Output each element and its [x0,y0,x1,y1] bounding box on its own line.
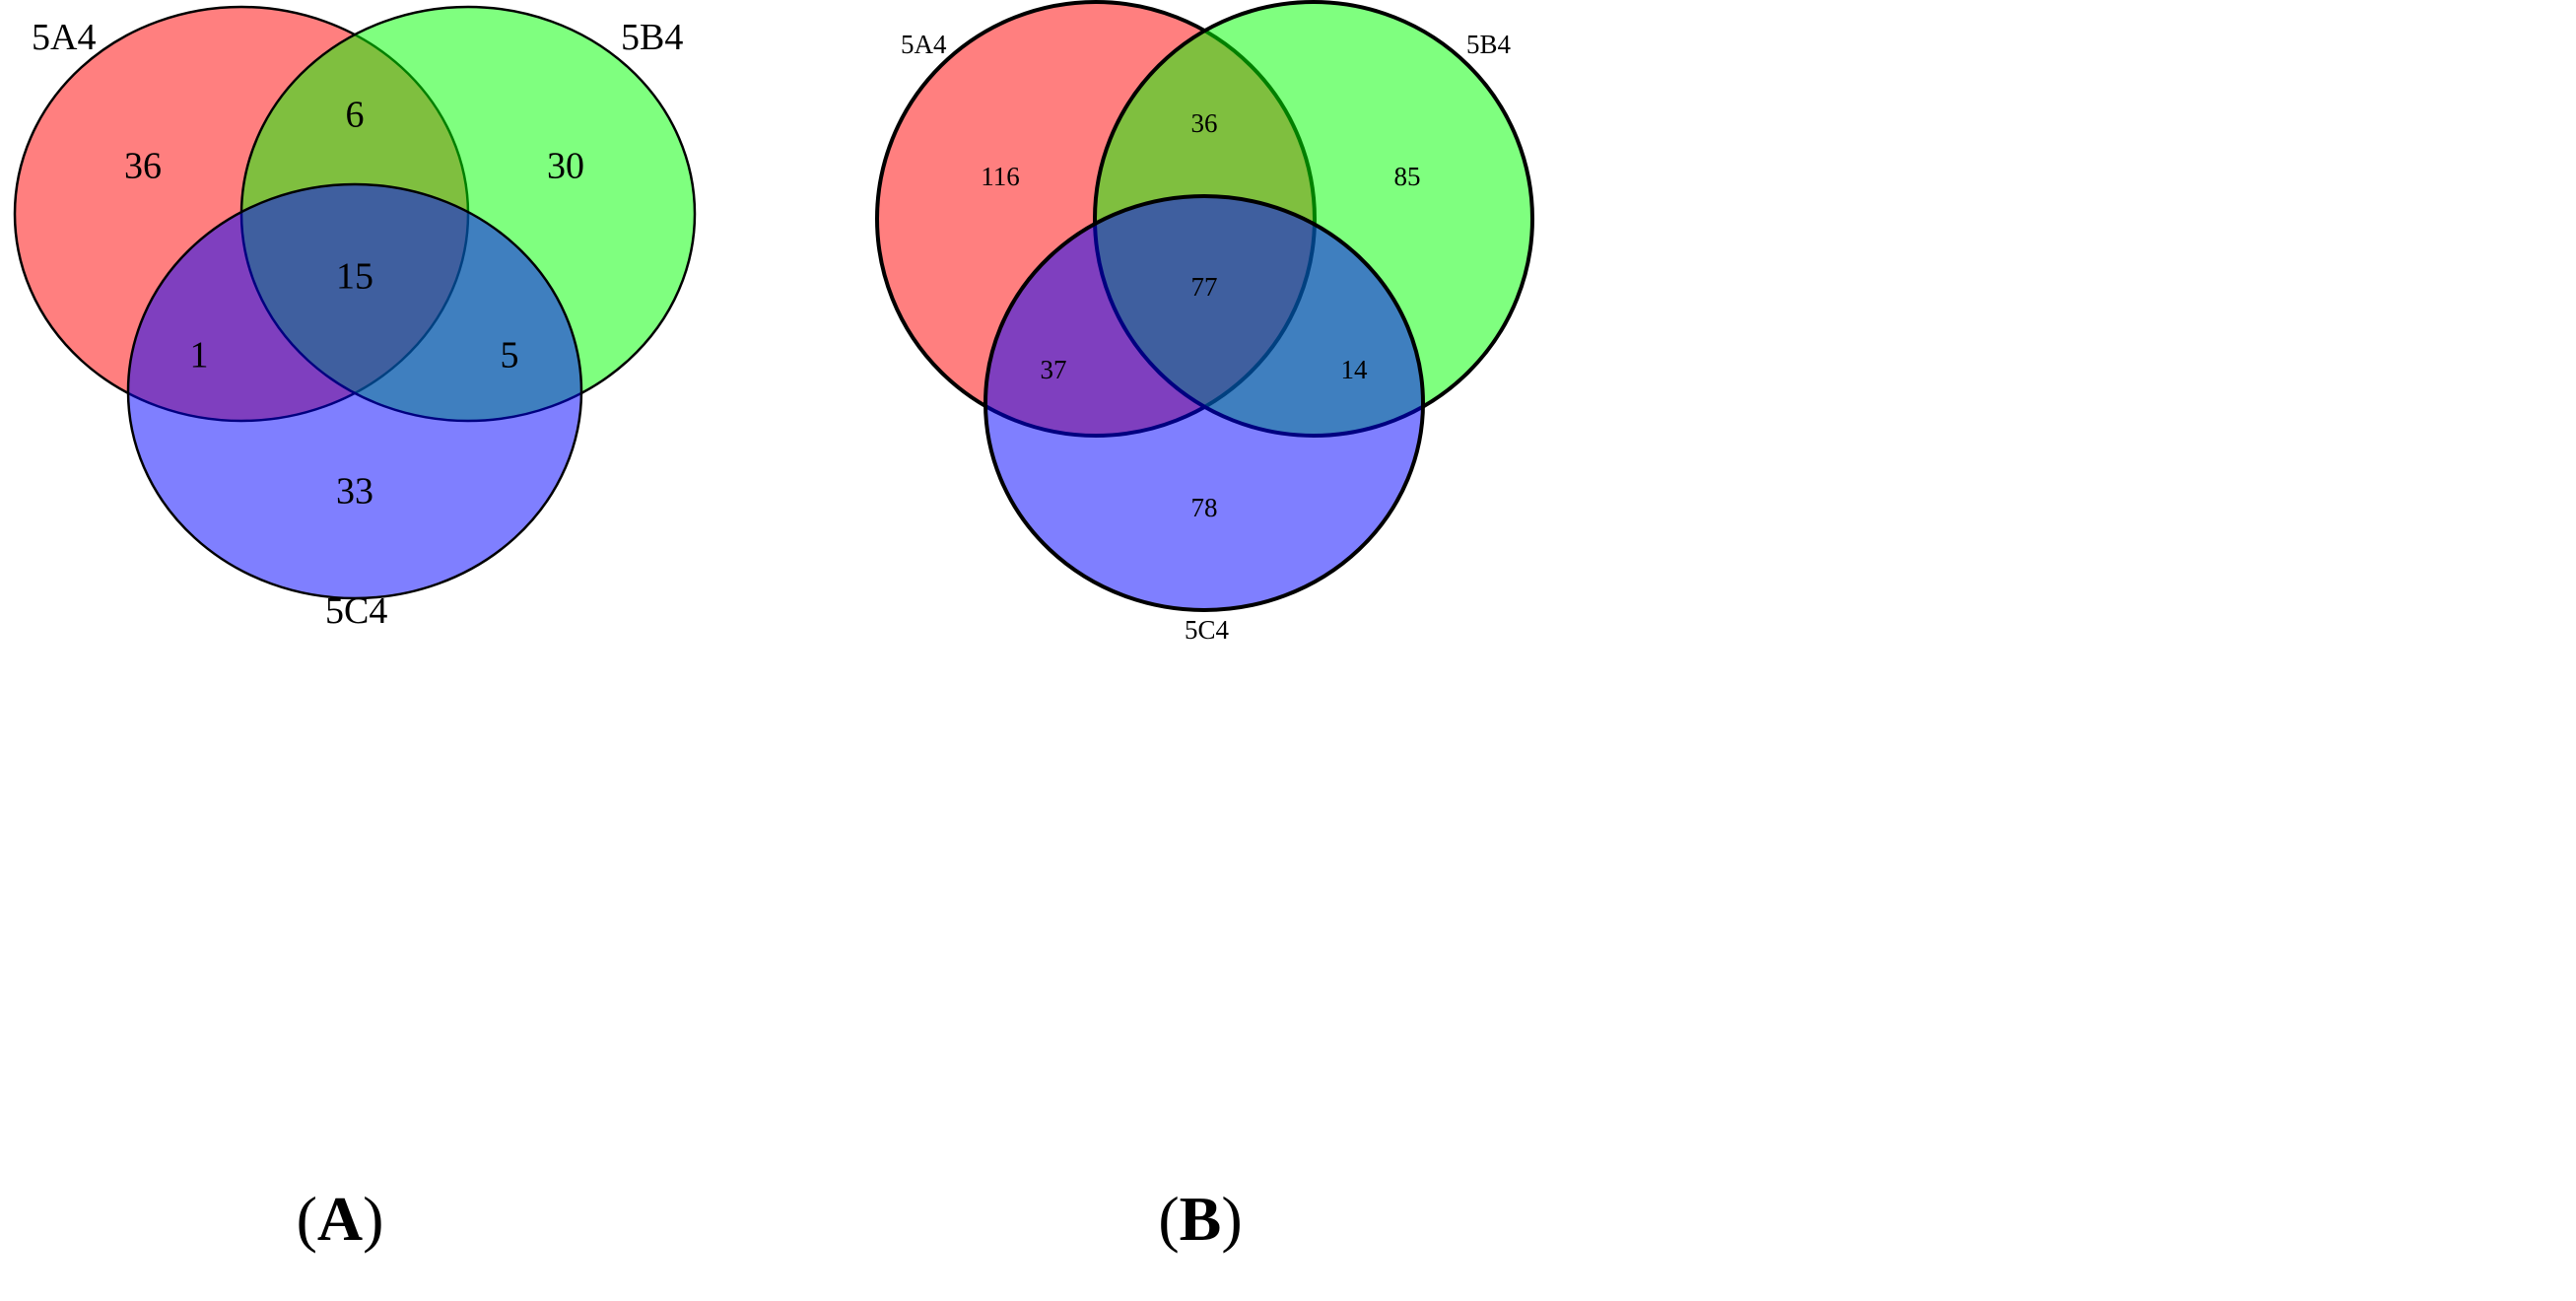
venn-b-label-5b4: 5B4 [1466,30,1512,59]
panel-label-a-letter: A [316,1184,364,1254]
venn-b-value-ab: 36 [1191,108,1218,138]
venn-a-circle-5c4 [126,182,583,600]
panel-label-b-letter: B [1179,1184,1222,1254]
venn-a-value-c-only: 33 [336,471,373,513]
venn-a-value-ab: 6 [346,95,365,136]
venn-b-value-bc: 14 [1341,355,1369,384]
venn-a-value-bc: 5 [501,335,519,377]
venn-b-label-5c4: 5C4 [1185,615,1230,645]
venn-a-label-5b4: 5B4 [621,17,683,58]
venn-a-value-a-only: 36 [124,146,162,187]
venn-b-label-5a4: 5A4 [901,30,947,59]
venn-b-value-b-only: 85 [1394,162,1421,191]
venn-a-value-ac: 1 [190,335,209,377]
panel-label-b: (B) [1158,1184,1243,1254]
panel-label-a: (A) [296,1184,384,1254]
venn-b-circle-5c4 [983,194,1425,612]
venn-panel-b: 5A4 5B4 5C4 116 85 78 36 37 14 77 [875,0,1534,645]
venn-a-value-abc: 15 [336,256,373,298]
venn-a-label-5c4: 5C4 [325,590,387,632]
venn-a-label-5a4: 5A4 [32,17,96,58]
venn-b-value-a-only: 116 [981,162,1020,191]
venn-a-value-b-only: 30 [547,146,584,187]
venn-panel-a: 5A4 5B4 5C4 36 30 33 6 1 5 15 [13,5,697,632]
venn-b-value-ac: 37 [1041,355,1067,384]
venn-b-value-c-only: 78 [1191,493,1218,522]
venn-b-value-abc: 77 [1191,272,1218,302]
